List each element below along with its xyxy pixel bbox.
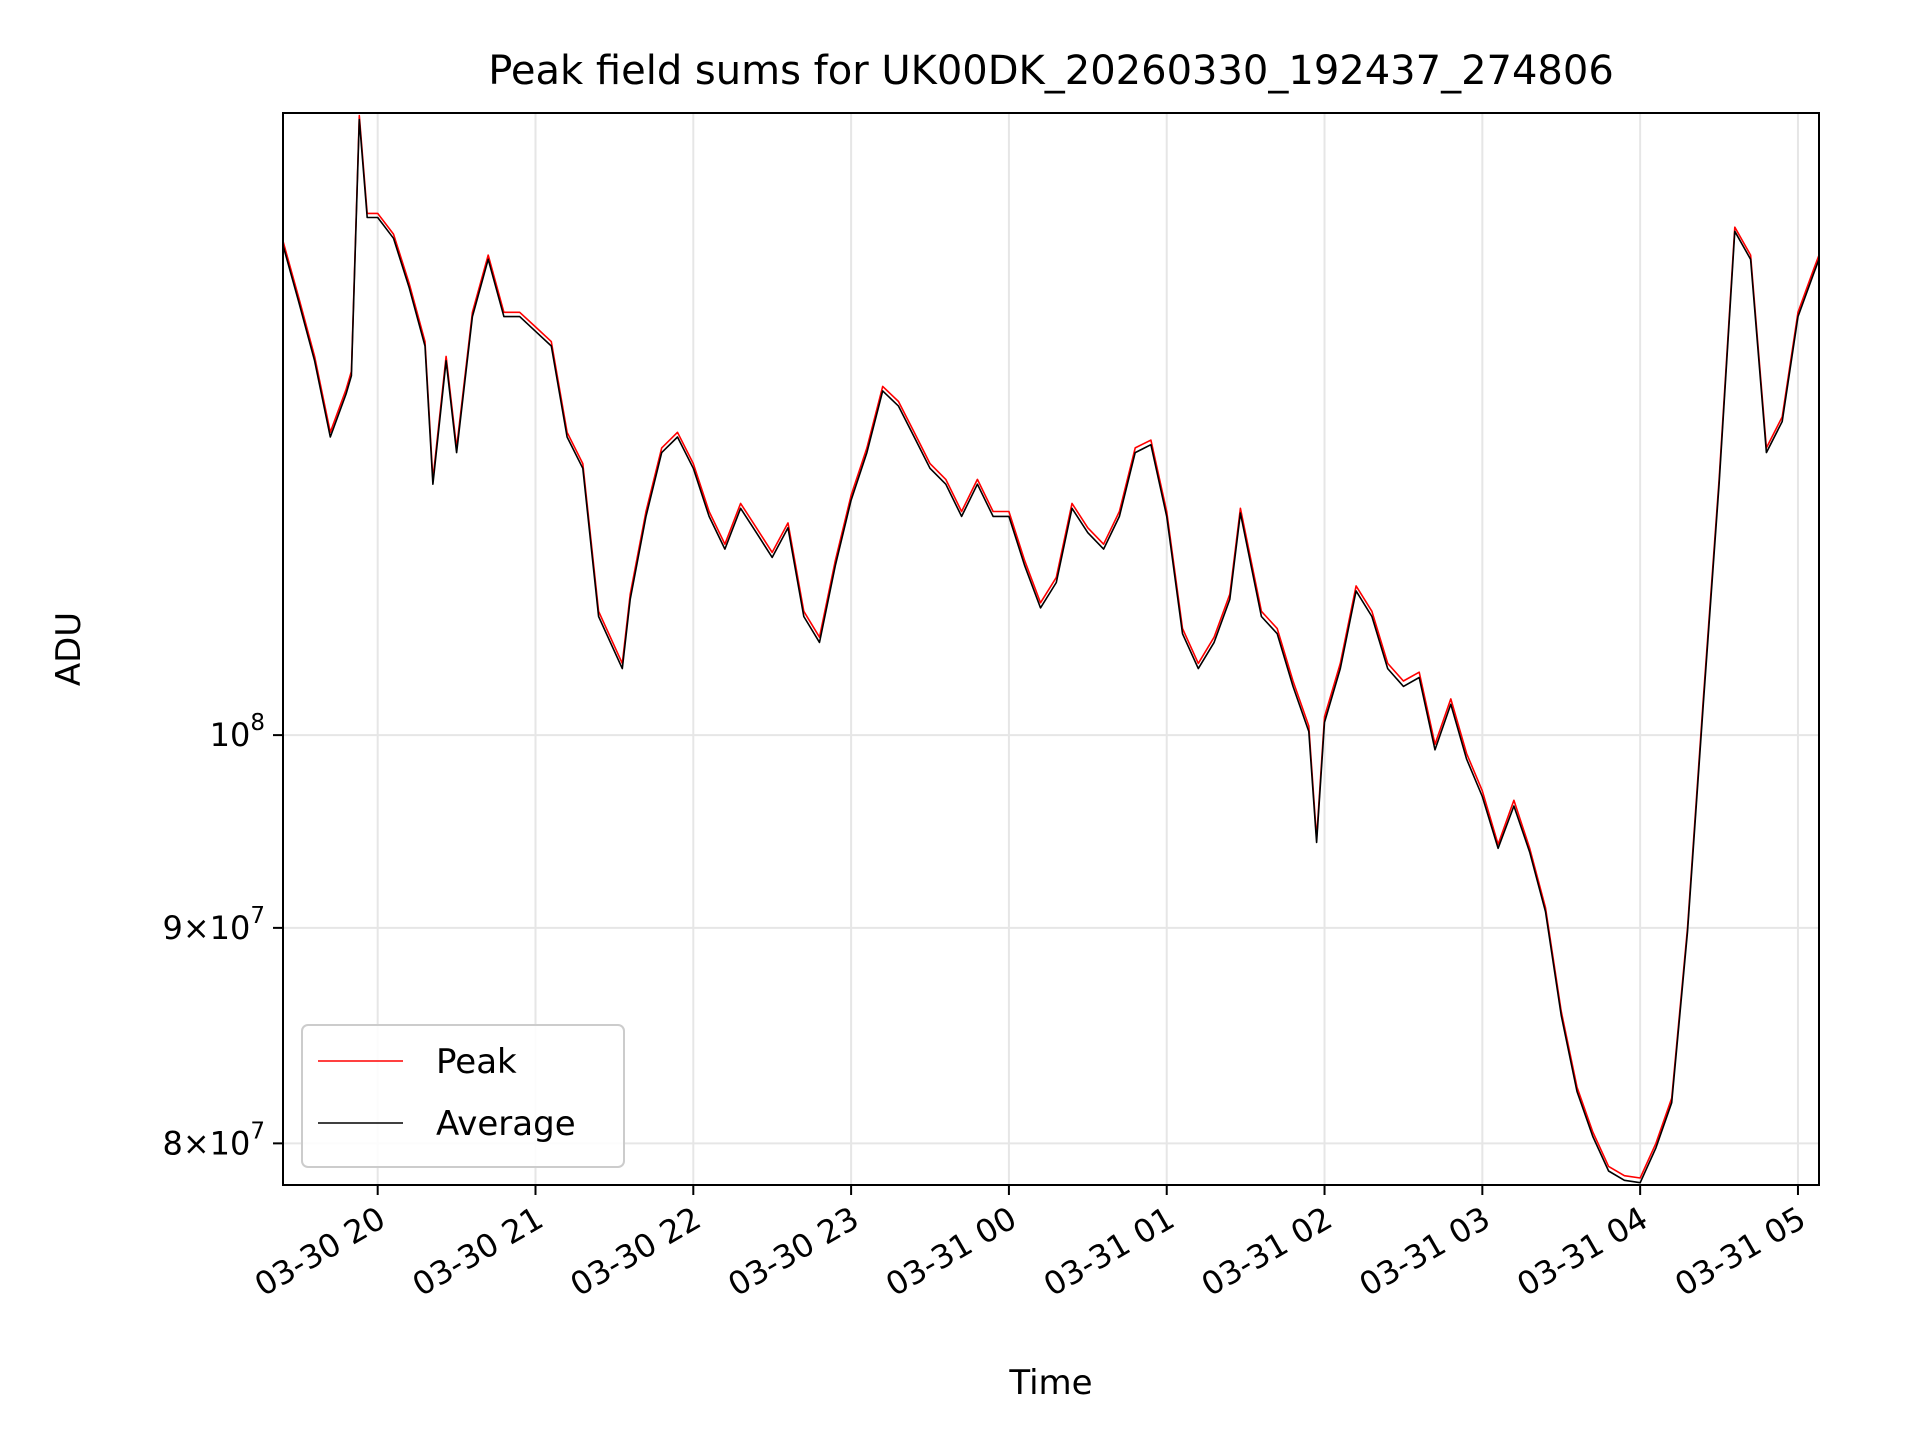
legend-label-peak: Peak xyxy=(436,1042,517,1082)
y-tick-label: 9×107 xyxy=(162,903,265,947)
grid-layer xyxy=(283,113,1819,1185)
y-axis-label: ADU xyxy=(49,612,89,686)
plot-frame xyxy=(282,112,1820,1186)
legend: Peak Average xyxy=(301,1024,625,1168)
y-tick-label: 8×107 xyxy=(162,1118,265,1162)
x-axis-label: Time xyxy=(1008,1363,1092,1403)
legend-label-average: Average xyxy=(436,1104,576,1144)
series-line-average xyxy=(282,118,1820,1184)
series-layer xyxy=(282,114,1820,1184)
chart-title: Peak field sums for UK00DK_20260330_1924… xyxy=(488,48,1614,94)
